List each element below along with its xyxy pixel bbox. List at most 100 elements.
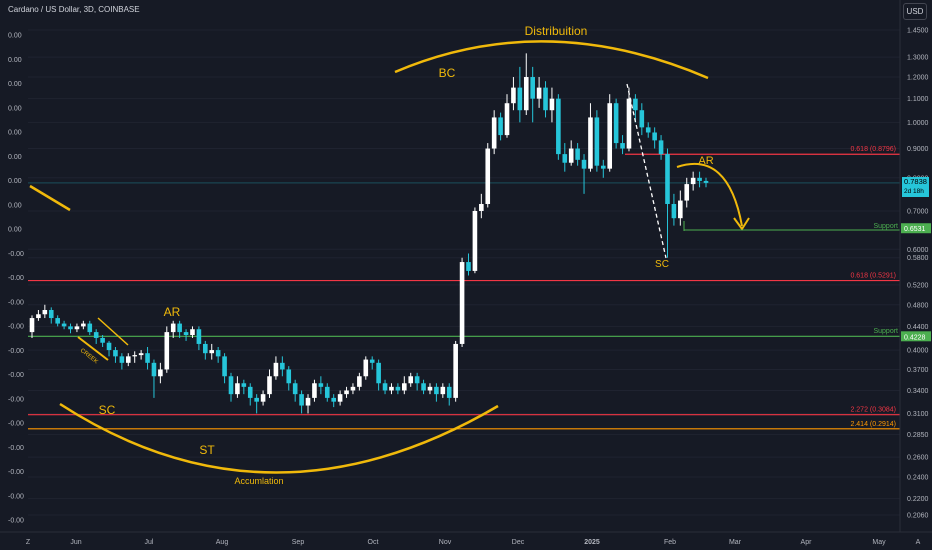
price-tick-label: 0.3400	[907, 388, 929, 395]
time-tick-label: Mar	[729, 539, 742, 546]
left-tick-label: -0.00	[8, 275, 24, 282]
time-tick-label: Jun	[70, 539, 81, 546]
candle-body	[459, 262, 465, 344]
sc-top-label: SC	[655, 259, 669, 270]
candle-body	[523, 77, 529, 111]
left-tick-label: 0.00	[8, 154, 22, 161]
left-tick-label: 0.00	[8, 105, 22, 112]
price-tick-label: 0.2850	[907, 432, 929, 439]
dashed-decline-line	[626, 83, 667, 259]
candle-body	[607, 103, 613, 169]
support-label-upper: Support	[873, 223, 898, 230]
left-tick-label: -0.00	[8, 469, 24, 476]
left-tick-label: 0.00	[8, 202, 22, 209]
candle-body	[132, 355, 138, 357]
candle-body	[61, 323, 67, 327]
left-tick-label: -0.00	[8, 396, 24, 403]
candle-body	[645, 127, 651, 133]
st-label: ST	[199, 443, 215, 457]
candle-body	[151, 362, 157, 377]
support-price-tag-label: 0.6531	[904, 226, 926, 233]
price-axis[interactable]: 1.45001.30001.20001.10001.00000.90000.80…	[907, 28, 929, 520]
currency-button[interactable]: USD	[903, 3, 927, 20]
candle-body	[125, 356, 131, 363]
left-tick-label: 0.00	[8, 178, 22, 185]
left-tick-label: -0.00	[8, 493, 24, 500]
arrow-head-icon	[733, 217, 750, 231]
bc-label: BC	[439, 66, 456, 80]
candle-body	[633, 98, 638, 111]
candle-body	[556, 98, 561, 155]
candle-body	[600, 165, 606, 169]
candle-body	[446, 386, 452, 398]
candle-body	[414, 376, 420, 384]
last-price-tag: 0.7838 2d 18h	[902, 176, 929, 197]
ar-top-label: AR	[698, 155, 713, 167]
candle-body	[68, 326, 73, 330]
left-tick-label: -0.00	[8, 251, 24, 258]
candle-body	[453, 343, 458, 398]
candle-body	[74, 326, 80, 330]
candle-body	[697, 177, 702, 181]
candle-body	[203, 343, 208, 354]
candle-body	[472, 210, 478, 271]
candle-body	[196, 329, 202, 344]
candle-body	[575, 148, 580, 160]
candle-body	[228, 376, 234, 395]
candle-body	[305, 397, 311, 406]
candle-body	[543, 87, 548, 111]
price-tick-label: 0.4800	[907, 302, 929, 309]
price-tick-label: 0.9000	[907, 146, 929, 153]
candle-body	[87, 323, 93, 333]
countdown-value: 2d 18h	[904, 187, 924, 195]
candle-body	[164, 332, 170, 370]
price-tick-label: 0.4400	[907, 324, 929, 331]
candle-body	[530, 77, 535, 99]
time-tick-label: Dec	[512, 539, 525, 546]
candle-body	[280, 362, 285, 370]
candle-body	[222, 356, 227, 377]
candle-body	[511, 87, 516, 104]
price-tick-label: 0.7000	[907, 208, 929, 215]
time-tick-label: Sep	[292, 539, 305, 546]
candle-body	[568, 148, 574, 163]
candle-body	[267, 376, 272, 395]
support-price-tag	[901, 223, 931, 234]
candle-body	[318, 383, 324, 387]
left-tick-label: 0.00	[8, 57, 22, 64]
candle-body	[357, 376, 362, 387]
candle-body	[594, 117, 600, 166]
support-price-tag	[901, 331, 931, 342]
time-tick-label: 2025	[584, 539, 600, 546]
candle-body	[639, 110, 645, 128]
candle-body	[690, 177, 696, 185]
candle-body	[652, 132, 657, 141]
candle-body	[177, 323, 182, 333]
time-tick-label: Apr	[801, 539, 813, 546]
candle-body	[299, 394, 304, 406]
candles	[29, 53, 709, 414]
price-tick-label: 0.2060	[907, 513, 929, 520]
time-tick-label: Aug	[216, 539, 229, 546]
distribution-arc	[394, 40, 709, 80]
candle-body	[350, 386, 356, 391]
annotation-drawings	[29, 40, 900, 474]
time-tick-label: Z	[26, 539, 31, 546]
left-tick-label: -0.00	[8, 324, 24, 331]
candle-body	[427, 386, 433, 391]
candle-body	[613, 103, 619, 144]
candle-body	[491, 117, 497, 149]
price-tick-label: 0.5200	[907, 282, 929, 289]
candle-body	[382, 383, 388, 391]
candle-body	[209, 350, 215, 354]
candle-body	[581, 159, 587, 169]
candle-body	[170, 323, 176, 333]
candle-body	[106, 342, 112, 351]
candle-body	[93, 332, 99, 338]
candle-body	[324, 386, 330, 398]
candle-body	[254, 397, 259, 402]
price-tick-label: 1.1000	[907, 96, 929, 103]
candle-body	[562, 154, 568, 163]
